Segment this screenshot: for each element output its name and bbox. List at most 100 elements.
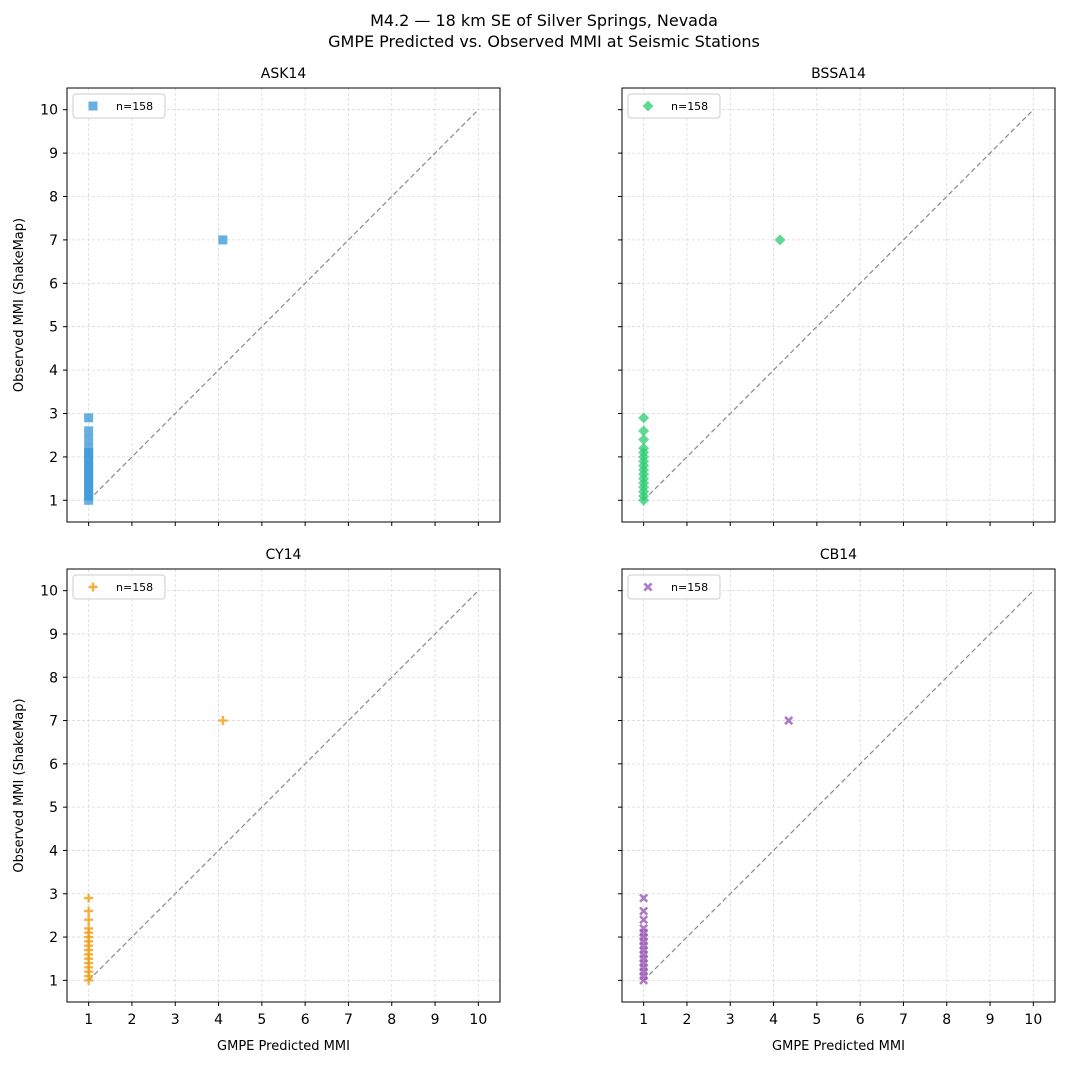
cy14-legend-box [72,574,166,600]
cb14-data-point [784,716,794,726]
cb14-x-tick-label: 6 [856,1012,865,1028]
figure-title-line-2: GMPE Predicted vs. Observed MMI at Seism… [328,32,760,51]
cy14-data-point [84,915,94,925]
bssa14-reference-line [643,109,1034,501]
cb14-x-tick-label: 2 [682,1012,691,1028]
cb14-panel-title: CB14 [820,547,857,563]
cy14-y-tick-label: 7 [49,714,58,730]
cb14-x-tick-label: 1 [639,1012,648,1028]
ask14-legend: n=158 [72,93,166,119]
cy14-plot-frame [66,568,501,1003]
ask14-legend-box [72,93,166,119]
cy14-x-tick-label: 5 [257,1012,266,1028]
bssa14-plot-frame [621,87,1056,523]
ask14-y-tick-label: 7 [49,233,58,249]
cy14-data-point [84,975,94,985]
cy14-data-point [218,716,228,726]
cy14-x-tick-label: 2 [127,1012,136,1028]
bssa14-legend-box [627,93,721,119]
ask14-data-point [84,495,94,505]
ask14-data-point [84,413,94,423]
cy14-y-tick-label: 3 [49,887,58,903]
panels-group: 1 2 3 4 5 6 7 8 9 10 ASK14 Observed MMI (ShakeMap) n… [12,66,1056,1054]
bssa14-panel-title: BSSA14 [811,66,866,82]
ask14-y-tick-label: 8 [49,190,58,206]
cb14-x-tick-label: 7 [899,1012,908,1028]
bssa14-data-point [638,412,650,424]
cb14-x-tick-label: 4 [769,1012,778,1028]
cb14-x-tick-label: 9 [986,1012,995,1028]
ask14-plot-frame [66,87,501,523]
cb14-data-point [639,915,649,925]
cy14-x-tick-label: 6 [301,1012,310,1028]
cy14-y-tick-label: 8 [49,670,58,686]
cy14-legend: n=158 [72,574,166,600]
cb14-legend-label: n=158 [671,581,708,594]
bssa14-data-point [774,234,786,246]
bssa14-legend: n=158 [627,93,721,119]
cb14-x-tick-label: 5 [812,1012,821,1028]
cy14-y-tick-label: 10 [40,584,58,600]
cy14-legend-label: n=158 [116,581,153,594]
bssa14-legend-marker [642,100,654,112]
bssa14-data-point [638,425,650,437]
cy14-x-tick-label: 10 [469,1012,487,1028]
cb14-data-point [639,975,649,985]
cy14-reference-line [88,590,479,981]
panel-cb14: 1 2 3 4 5 6 7 8 9 10 CB14 GMPE Predicted MMI n=158 [618,547,1056,1054]
cy14-y-tick-label: 6 [49,757,58,773]
cb14-plot-frame [621,568,1056,1003]
cb14-legend-box [627,574,721,600]
cb14-legend: n=158 [627,574,721,600]
cy14-y-axis-label: Observed MMI (ShakeMap) [12,698,27,872]
cb14-legend-marker [643,582,653,592]
cy14-y-tick-label: 5 [49,800,58,816]
cb14-x-tick-label: 8 [942,1012,951,1028]
ask14-y-tick-label: 2 [49,450,58,466]
cb14-x-axis-label: GMPE Predicted MMI [772,1039,905,1054]
ask14-legend-label: n=158 [116,100,153,113]
cy14-y-tick-label: 1 [49,973,58,989]
panel-bssa14: BSSA14 n=158 [618,66,1056,526]
bssa14-data-point [638,494,650,506]
cb14-x-tick-label: 3 [726,1012,735,1028]
ask14-data-point [84,435,94,445]
cy14-x-tick-label: 7 [344,1012,353,1028]
panel-cy14: 1 2 3 4 5 6 7 8 9 10 1 2 3 4 5 6 7 8 9 10 CY14 GMPE Predicted… [12,547,501,1054]
cy14-data-point [84,906,94,916]
cb14-x-tick-label: 10 [1024,1012,1042,1028]
ask14-y-tick-label: 10 [40,103,58,119]
cy14-y-tick-label: 4 [49,843,58,859]
ask14-legend-marker [88,101,98,111]
ask14-y-tick-label: 3 [49,407,58,423]
cy14-y-tick-label: 9 [49,627,58,643]
ask14-y-tick-label: 9 [49,146,58,162]
cy14-x-tick-label: 9 [431,1012,440,1028]
cy14-x-tick-label: 3 [171,1012,180,1028]
cb14-data-point [639,906,649,916]
cy14-x-tick-label: 4 [214,1012,223,1028]
bssa14-legend-label: n=158 [671,100,708,113]
ask14-panel-title: ASK14 [261,66,307,82]
ask14-y-tick-label: 4 [49,363,58,379]
cy14-x-tick-label: 1 [84,1012,93,1028]
ask14-data-point [84,426,94,436]
cy14-panel-title: CY14 [266,547,302,563]
ask14-y-tick-label: 1 [49,493,58,509]
panel-ask14: 1 2 3 4 5 6 7 8 9 10 ASK14 Observed MMI (ShakeMap) n… [12,66,501,526]
cy14-data-point [84,893,94,903]
cy14-legend-marker [88,582,98,592]
cb14-data-point [639,893,649,903]
cy14-x-tick-label: 8 [387,1012,396,1028]
figure-title-line-1: M4.2 — 18 km SE of Silver Springs, Nevad… [370,11,718,30]
ask14-y-tick-label: 5 [49,320,58,336]
ask14-data-point [218,235,228,245]
ask14-reference-line [88,109,479,501]
bssa14-data-point [638,434,650,446]
cy14-y-tick-label: 2 [49,930,58,946]
cy14-x-axis-label: GMPE Predicted MMI [217,1039,350,1054]
cb14-reference-line [643,590,1034,981]
ask14-y-tick-label: 6 [49,276,58,292]
ask14-y-axis-label: Observed MMI (ShakeMap) [12,218,27,392]
